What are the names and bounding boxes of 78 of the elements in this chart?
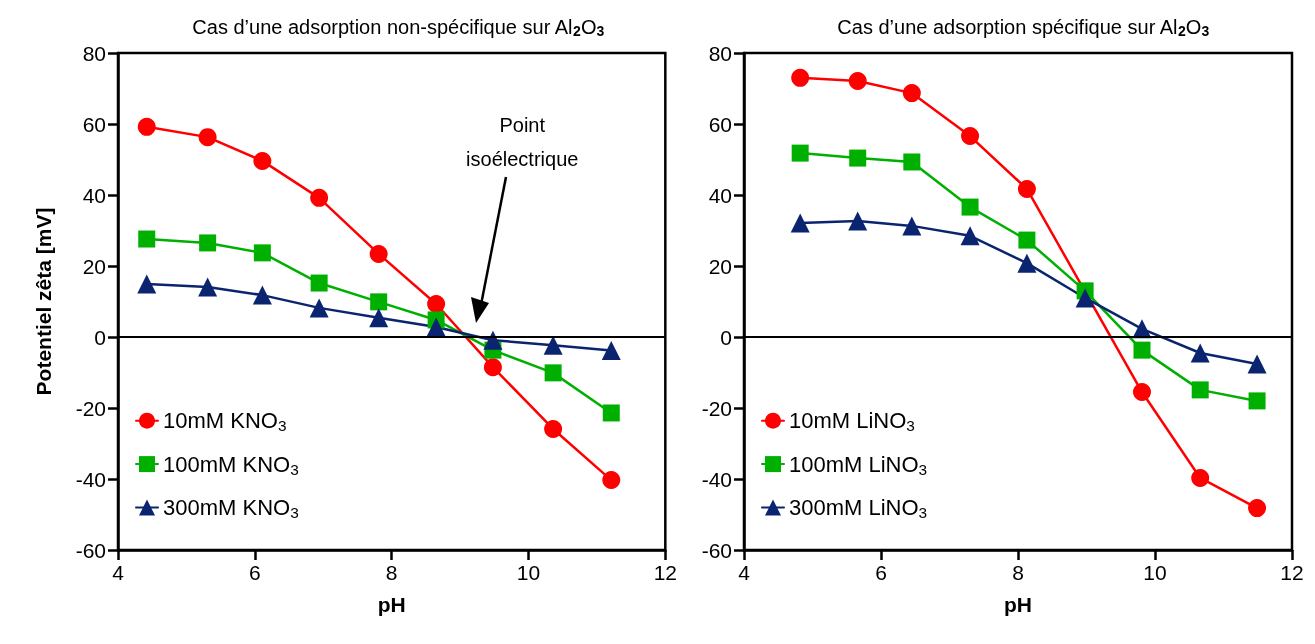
point [848, 211, 868, 231]
x-tick-label: 4 [738, 561, 751, 584]
point [1247, 354, 1267, 374]
point [1017, 253, 1037, 273]
point [790, 213, 810, 233]
y-tick-label: 80 [708, 41, 732, 65]
y-tick-label: 60 [82, 112, 106, 136]
point [1191, 381, 1209, 399]
point [849, 149, 867, 167]
point [199, 234, 217, 252]
point [544, 419, 563, 438]
point [1133, 383, 1151, 402]
y-tick-label: -20 [701, 396, 732, 420]
point [137, 117, 156, 136]
point [1191, 468, 1210, 487]
point [1075, 288, 1095, 308]
y-tick-label: 20 [708, 254, 732, 278]
point [427, 294, 446, 313]
x-tick-label: 10 [1143, 561, 1167, 584]
point [369, 308, 389, 328]
y-tick-label: 20 [82, 254, 106, 278]
x-tick-label: 4 [112, 561, 125, 584]
x-tick-label: 8 [385, 561, 398, 584]
y-tick-label: 40 [708, 183, 732, 207]
x-tick-label: 10 [516, 561, 541, 584]
y-axis-title: Potentiel zêta [mV] [32, 207, 55, 396]
y-tick-label: 80 [82, 41, 106, 65]
y-tick-label: 60 [708, 112, 732, 136]
point [198, 128, 217, 147]
point [310, 188, 329, 207]
x-tick-label: 6 [248, 561, 261, 584]
point [791, 144, 809, 162]
y-tick-label: -60 [701, 538, 732, 562]
point [252, 285, 272, 305]
y-tick-label: -40 [701, 467, 732, 491]
point [138, 230, 156, 248]
y-tick-label: 40 [82, 183, 106, 207]
point [902, 216, 922, 236]
point [961, 198, 979, 216]
x-tick-label: 6 [875, 561, 887, 584]
point [253, 151, 272, 170]
point [1017, 179, 1036, 198]
point [544, 364, 562, 382]
point [483, 358, 502, 377]
point [601, 340, 621, 360]
point [602, 471, 621, 490]
point [483, 330, 503, 350]
point [1190, 343, 1210, 363]
point [370, 293, 388, 311]
point [1248, 499, 1267, 518]
point [902, 84, 921, 103]
x-tick-label: 12 [1280, 561, 1304, 584]
point [543, 335, 563, 355]
point [791, 68, 810, 87]
point [309, 298, 329, 318]
y-tick-label: 0 [720, 325, 732, 349]
y-tick-label: 0 [94, 325, 106, 349]
point [253, 244, 271, 262]
point [960, 226, 980, 246]
x-tick-label: 12 [653, 561, 677, 584]
point [848, 72, 867, 91]
point [137, 274, 157, 294]
y-tick-label: -20 [75, 396, 106, 420]
point [1133, 341, 1151, 359]
annotation: Point isoélectrique [466, 114, 579, 171]
point [198, 277, 218, 297]
point [1018, 231, 1036, 249]
y-tick-label: -40 [75, 467, 106, 491]
y-tick-label: -60 [75, 538, 106, 562]
x-axis-title: pH [377, 593, 406, 616]
x-tick-label: 8 [1012, 561, 1024, 584]
point [961, 127, 980, 146]
point [903, 153, 921, 171]
point [369, 244, 388, 263]
point [602, 404, 620, 422]
point [310, 274, 328, 292]
point [1248, 392, 1266, 410]
x-axis-title: pH [1004, 593, 1032, 616]
